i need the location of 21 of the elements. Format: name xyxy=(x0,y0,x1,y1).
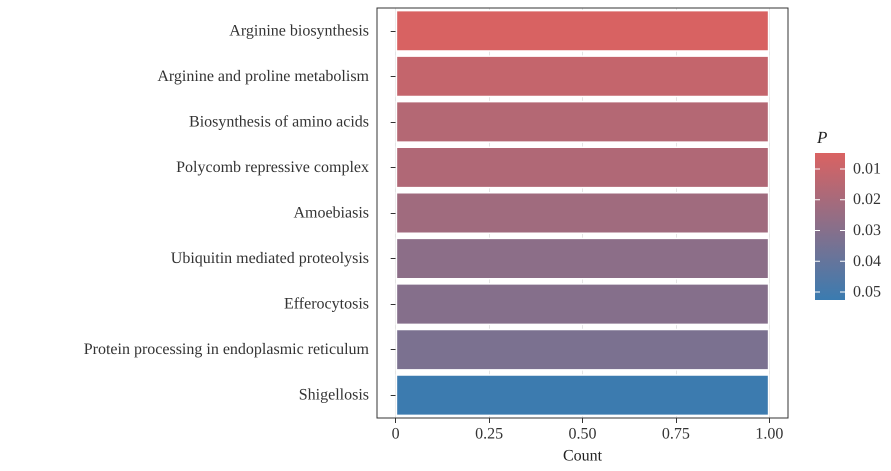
y-tick-label: Efferocytosis xyxy=(284,296,369,313)
y-tick-label: Arginine and proline metabolism xyxy=(157,68,370,85)
y-tick-label: Protein processing in endoplasmic reticulum xyxy=(84,341,370,358)
color-bar-label: 0.02 xyxy=(853,191,881,208)
y-tick-label: Polycomb repressive complex xyxy=(176,158,369,176)
x-tick-label: 0.75 xyxy=(662,426,690,442)
x-tick-label: 0 xyxy=(392,426,400,442)
x-tick-label: 1.00 xyxy=(755,426,784,442)
x-axis-title: Count xyxy=(562,448,603,464)
y-tick-label: Shigellosis xyxy=(298,386,369,404)
y-tick-label: Amoebiasis xyxy=(293,204,369,222)
x-tick-label: 0.25 xyxy=(475,426,504,442)
color-bar-label: 0.04 xyxy=(853,252,881,270)
y-tick-label: Arginine biosynthesis xyxy=(229,22,369,40)
color-bar-label: 0.05 xyxy=(853,284,881,301)
x-tick-label: 0.50 xyxy=(568,426,596,442)
y-tick-label: Biosynthesis of amino acids xyxy=(189,113,369,130)
color-bar-title: P xyxy=(816,128,828,147)
color-bar-label: 0.01 xyxy=(853,160,881,178)
y-tick-label: Ubiquitin mediated proteolysis xyxy=(170,250,369,268)
color-bar-label: 0.03 xyxy=(853,222,881,239)
